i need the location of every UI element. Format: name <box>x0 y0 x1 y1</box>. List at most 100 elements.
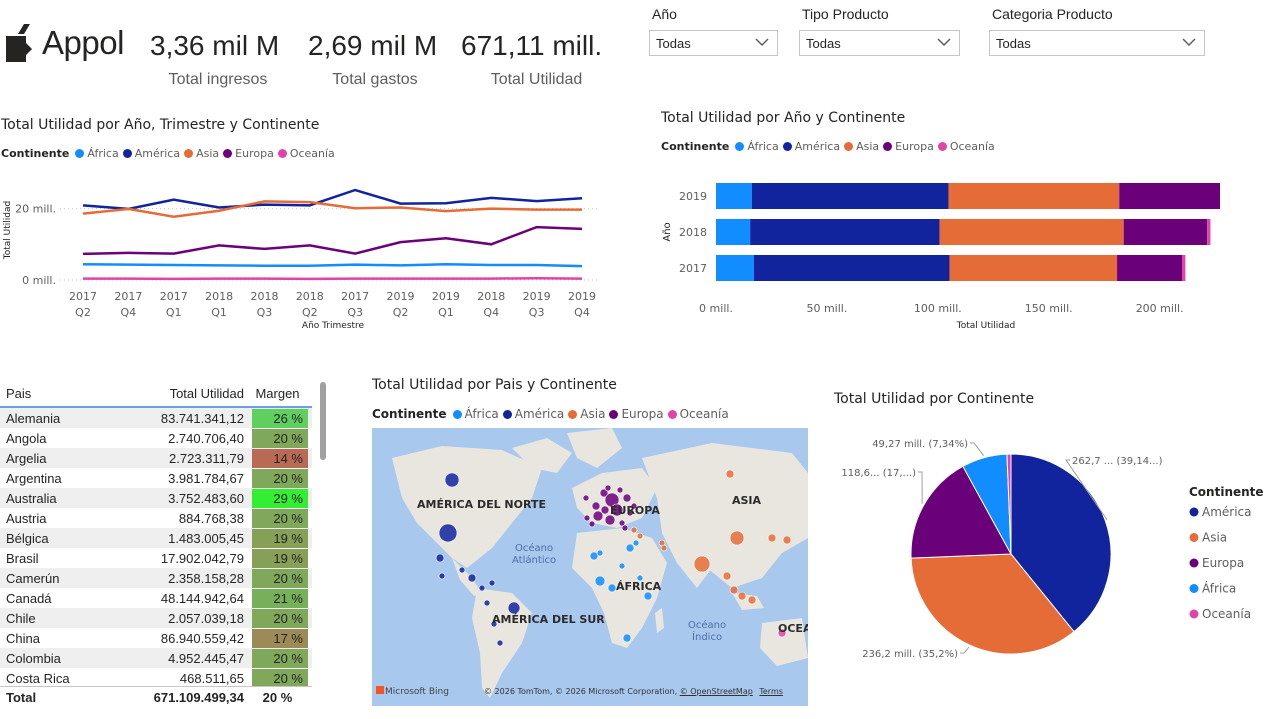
map-bubble[interactable] <box>438 572 446 580</box>
table-row[interactable]: China 86.940.559,42 17 % <box>0 628 312 648</box>
map-bubble[interactable] <box>583 514 591 522</box>
table-row[interactable]: Argentina 3.981.784,67 20 % <box>0 468 312 488</box>
pie-legend-item[interactable]: América <box>1202 505 1252 519</box>
map-bubble[interactable] <box>626 509 634 517</box>
pie-legend-marker[interactable] <box>1189 609 1199 619</box>
legend-item-asia[interactable]: Asia <box>844 140 879 153</box>
pie-slice[interactable] <box>1010 453 1112 633</box>
bar-segment[interactable] <box>753 255 950 281</box>
bar-segment[interactable] <box>1123 219 1208 245</box>
bar-segment[interactable] <box>1119 183 1220 209</box>
map-bubble[interactable] <box>607 583 617 593</box>
map-bubble[interactable] <box>592 510 604 522</box>
bar-segment[interactable] <box>1117 255 1183 281</box>
table-row[interactable]: Bélgica 1.483.005,45 19 % <box>0 528 312 548</box>
bar-chart[interactable]: Año 2019 2018 2017 0 mill. 50 mill. 100 mill. 1… <box>660 170 1220 340</box>
map-bubble[interactable] <box>729 530 745 546</box>
map-bubble[interactable] <box>618 519 626 527</box>
map-bubble[interactable] <box>610 503 624 517</box>
bar-segment[interactable] <box>948 183 1120 209</box>
pais-table[interactable]: Pais Total Utilidad Margen Alemania 83.74… <box>0 380 312 708</box>
legend-item-africa[interactable]: África <box>452 407 499 421</box>
pie-legend-marker[interactable] <box>1189 558 1199 568</box>
table-row[interactable]: Chile 2.057.039,18 20 % <box>0 608 312 628</box>
map-bubble[interactable] <box>490 620 498 628</box>
map-bubble[interactable] <box>636 532 644 540</box>
series-line[interactable] <box>83 276 583 281</box>
legend-item-africa[interactable]: África <box>735 140 779 153</box>
col-header-margen[interactable]: Margen <box>255 385 300 401</box>
map-bubble[interactable] <box>604 514 616 526</box>
map-bubble[interactable] <box>478 584 486 592</box>
map-bubble[interactable] <box>600 505 610 515</box>
map-bubble[interactable] <box>725 469 735 479</box>
table-row[interactable]: Camerún 2.358.158,28 20 % <box>0 568 312 588</box>
series-line[interactable] <box>82 225 583 256</box>
map-bubble[interactable] <box>483 599 491 607</box>
map-bubble[interactable] <box>737 591 747 601</box>
table-row[interactable]: Australia 3.752.483,60 29 % <box>0 488 312 508</box>
slicer-categoria-producto-dropdown[interactable]: Todas <box>989 30 1205 56</box>
map-bubble[interactable] <box>643 591 653 601</box>
pie-slice[interactable] <box>910 465 1012 559</box>
map-bubble[interactable] <box>729 585 739 595</box>
table-row[interactable]: Costa Rica 468.511,65 20 % <box>0 668 312 688</box>
table-row[interactable]: Austria 884.768,38 20 % <box>0 508 312 528</box>
map-bubble[interactable] <box>767 533 777 543</box>
map-bubble[interactable] <box>747 595 757 605</box>
series-line[interactable] <box>82 200 582 219</box>
table-row[interactable]: Alemania 83.741.341,12 26 % <box>0 408 312 428</box>
map-bubble[interactable] <box>438 523 458 543</box>
pie-legend-marker[interactable] <box>1189 507 1199 517</box>
map-bubble[interactable] <box>604 484 612 492</box>
pie-slice[interactable] <box>910 553 1075 655</box>
map-bubble[interactable] <box>591 501 601 511</box>
pie-legend-item[interactable]: Oceanía <box>1202 607 1251 621</box>
table-row[interactable]: Canadá 48.144.942,64 21 % <box>0 588 312 608</box>
map-bubble[interactable] <box>616 486 624 494</box>
legend-item-oceania[interactable]: Oceanía <box>667 407 729 421</box>
legend-item-europa[interactable]: Europa <box>223 147 274 160</box>
terms-link[interactable]: Terms <box>759 687 783 696</box>
line-chart[interactable]: 0 mill. 20 mill.Total Utilidad 2017 Q2 2017 Q… <box>0 170 610 340</box>
map-bubble[interactable] <box>630 526 638 534</box>
map-bubble[interactable] <box>458 566 466 574</box>
slicer-ano-dropdown[interactable]: Todas <box>649 30 778 56</box>
map-bubble[interactable] <box>488 579 496 587</box>
map-bubble[interactable] <box>622 493 632 503</box>
col-header-total-utilidad[interactable]: Total Utilidad <box>169 385 244 401</box>
legend-item-europa[interactable]: Europa <box>609 407 664 421</box>
legend-item-asia[interactable]: Asia <box>568 407 605 421</box>
map-bubble[interactable] <box>636 574 644 582</box>
slicer-tipo-producto-dropdown[interactable]: Todas <box>799 30 960 56</box>
legend-item-africa[interactable]: África <box>75 147 119 160</box>
pie-chart[interactable]: 262,7 ... (39,14...) 236,2 mill. (35,2%) 1… <box>834 420 1280 680</box>
table-row[interactable]: Angola 2.740.706,40 20 % <box>0 428 312 448</box>
bar-segment[interactable] <box>716 255 754 281</box>
map-bubble[interactable] <box>507 601 521 615</box>
map-bubble[interactable] <box>625 543 635 553</box>
map-bubble[interactable] <box>632 539 640 547</box>
map-bubble[interactable] <box>782 535 792 545</box>
map-bubble[interactable] <box>777 628 787 638</box>
map-bubble[interactable] <box>722 571 732 581</box>
bar-segment[interactable] <box>1207 219 1211 245</box>
pie-legend-marker[interactable] <box>1189 533 1199 542</box>
pie-legend-item[interactable]: Asia <box>1202 531 1227 545</box>
series-line[interactable] <box>82 188 583 211</box>
map-bubble[interactable] <box>588 520 596 528</box>
map-bubble[interactable] <box>582 494 590 502</box>
map-bubble[interactable] <box>621 524 629 532</box>
bar-segment[interactable] <box>716 219 751 245</box>
table-scrollbar[interactable] <box>320 382 326 460</box>
world-map[interactable]: AMÉRICA DEL NORTE AMÉRICA DEL SUR EUROPA… <box>372 428 808 706</box>
pie-legend-item[interactable]: Europa <box>1202 556 1244 570</box>
legend-item-america[interactable]: América <box>502 407 564 421</box>
series-line[interactable] <box>82 263 583 268</box>
bar-segment[interactable] <box>939 219 1124 245</box>
map-bubble[interactable] <box>467 573 477 583</box>
map-bubble[interactable] <box>435 553 445 563</box>
bar-segment[interactable] <box>751 183 949 209</box>
bar-segment[interactable] <box>1182 255 1186 281</box>
map-bubble[interactable] <box>618 562 626 570</box>
